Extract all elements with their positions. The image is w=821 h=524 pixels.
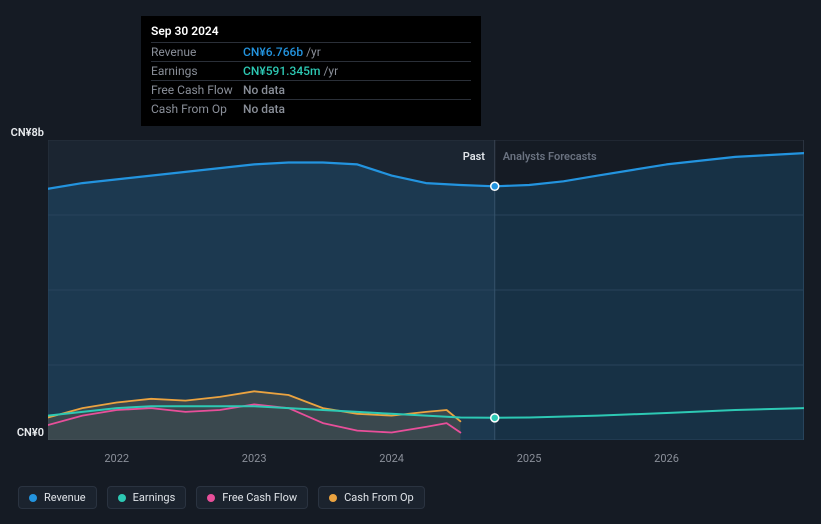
legend-dot-icon [29, 494, 37, 502]
tooltip-row: Cash From OpNo data [151, 99, 471, 118]
legend-item[interactable]: Free Cash Flow [196, 486, 308, 509]
tooltip-row-suffix: /yr [306, 45, 321, 59]
x-axis-tick: 2024 [379, 452, 404, 465]
earnings-revenue-chart[interactable] [48, 140, 804, 440]
tooltip-row-value: No data [243, 102, 285, 116]
legend-label: Cash From Op [344, 491, 414, 504]
legend-item[interactable]: Earnings [107, 486, 187, 509]
tooltip-row-suffix: /yr [323, 64, 338, 78]
past-label: Past [463, 150, 485, 163]
tooltip-row-label: Revenue [151, 45, 243, 59]
legend-label: Free Cash Flow [222, 491, 297, 504]
legend-label: Earnings [133, 491, 176, 504]
x-axis-tick: 2023 [242, 452, 267, 465]
forecast-label: Analysts Forecasts [503, 150, 597, 163]
legend-label: Revenue [44, 491, 86, 504]
tooltip-row-label: Cash From Op [151, 102, 243, 116]
tooltip-row-value: No data [243, 83, 285, 97]
tooltip-row: Free Cash FlowNo data [151, 80, 471, 99]
tooltip-row: RevenueCN¥6.766b/yr [151, 42, 471, 61]
legend-item[interactable]: Revenue [18, 486, 97, 509]
x-axis: 2022 2023 2024 2025 2026 [48, 450, 804, 466]
tooltip-row-value: CN¥591.345m [243, 64, 320, 78]
tooltip-row-label: Earnings [151, 64, 243, 78]
legend-item[interactable]: Cash From Op [318, 486, 425, 509]
legend-dot-icon [329, 494, 337, 502]
tooltip-row: EarningsCN¥591.345m/yr [151, 61, 471, 80]
x-axis-tick: 2025 [517, 452, 542, 465]
chart-tooltip: Sep 30 2024 RevenueCN¥6.766b/yrEarningsC… [141, 16, 481, 126]
x-axis-tick: 2022 [104, 452, 129, 465]
chart-legend: Revenue Earnings Free Cash Flow Cash From O… [18, 486, 425, 509]
legend-dot-icon [118, 494, 126, 502]
y-axis-label-bottom: CN¥0 [0, 426, 44, 439]
tooltip-row-label: Free Cash Flow [151, 83, 243, 97]
y-axis-label-top: CN¥8b [0, 126, 44, 139]
x-axis-tick: 2026 [654, 452, 679, 465]
tooltip-date: Sep 30 2024 [151, 24, 471, 38]
legend-dot-icon [207, 494, 215, 502]
tooltip-row-value: CN¥6.766b [243, 45, 303, 59]
